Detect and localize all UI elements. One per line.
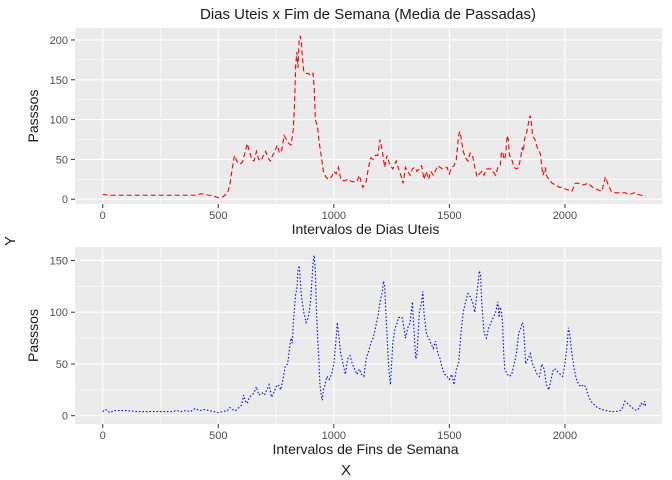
series-line xyxy=(102,35,646,199)
x-tick-label: 1000 xyxy=(322,430,346,442)
y-axis-label: Passsos xyxy=(25,90,41,143)
y-tick-label: 0 xyxy=(62,194,68,206)
x-tick-label: 500 xyxy=(209,210,227,222)
y-tick-label: 50 xyxy=(56,154,68,166)
y-tick-label: 150 xyxy=(50,255,68,267)
figure-title: Dias Uteis x Fim de Semana (Media de Pas… xyxy=(200,6,536,23)
x-tick-label: 1500 xyxy=(437,210,461,222)
x-tick-label: 2000 xyxy=(553,210,577,222)
chart-panel-weekdays: 0 500 1000 1500 2000 0 50 100 150 200 Intervalos d… xyxy=(25,28,662,237)
x-tick-label: 2000 xyxy=(553,430,577,442)
y-tick-label: 100 xyxy=(50,307,68,319)
shared-y-axis-label: Y xyxy=(2,236,19,246)
y-tick-label: 50 xyxy=(56,359,68,371)
x-tick-label: 1000 xyxy=(322,210,346,222)
x-tick-label: 1500 xyxy=(437,430,461,442)
plot-panel-background xyxy=(75,28,662,204)
x-tick-label: 0 xyxy=(100,430,106,442)
shared-x-axis-label: X xyxy=(341,462,351,479)
y-tick-label: 150 xyxy=(50,75,68,87)
y-axis-label: Passsos xyxy=(25,309,41,362)
y-tick-label: 0 xyxy=(62,411,68,423)
plot-panel-background xyxy=(75,247,662,424)
x-tick-label: 0 xyxy=(100,210,106,222)
y-tick-label: 200 xyxy=(50,35,68,47)
x-axis-label: Intervalos de Dias Uteis xyxy=(292,221,440,237)
y-tick-label: 100 xyxy=(50,115,68,127)
series-line xyxy=(102,255,647,414)
x-tick-label: 500 xyxy=(209,430,227,442)
chart-panel-weekends: 0 500 1000 1500 2000 0 50 100 150 Intervalos de F… xyxy=(25,247,662,457)
x-axis-label: Intervalos de Fins de Semana xyxy=(273,441,459,457)
